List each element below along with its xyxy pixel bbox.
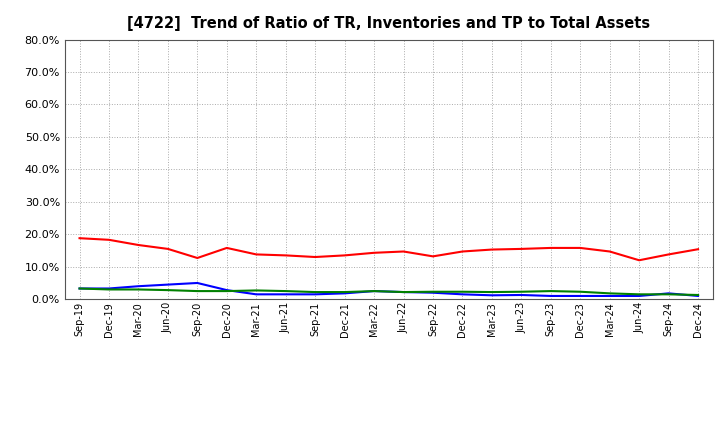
Trade Receivables — [487, 247, 496, 252]
Trade Payables — [635, 292, 644, 297]
Line: Inventories: Inventories — [79, 283, 698, 296]
Trade Receivables — [311, 254, 320, 260]
Inventories — [487, 293, 496, 298]
Trade Payables — [487, 290, 496, 295]
Trade Payables — [665, 292, 673, 297]
Inventories — [606, 293, 614, 299]
Trade Payables — [341, 290, 349, 295]
Trade Payables — [576, 289, 585, 294]
Trade Receivables — [606, 249, 614, 254]
Trade Receivables — [635, 258, 644, 263]
Inventories — [163, 282, 172, 287]
Trade Receivables — [370, 250, 379, 256]
Trade Payables — [163, 287, 172, 293]
Trade Payables — [134, 287, 143, 292]
Inventories — [517, 292, 526, 297]
Inventories — [311, 292, 320, 297]
Inventories — [104, 286, 113, 291]
Trade Payables — [75, 286, 84, 291]
Inventories — [222, 287, 231, 293]
Inventories — [458, 292, 467, 297]
Trade Receivables — [252, 252, 261, 257]
Trade Payables — [694, 292, 703, 297]
Trade Payables — [222, 289, 231, 294]
Line: Trade Payables: Trade Payables — [79, 289, 698, 295]
Trade Receivables — [428, 254, 437, 259]
Inventories — [428, 290, 437, 295]
Inventories — [341, 291, 349, 296]
Trade Payables — [193, 289, 202, 294]
Inventories — [252, 292, 261, 297]
Trade Payables — [517, 289, 526, 294]
Trade Payables — [282, 289, 290, 294]
Trade Receivables — [222, 245, 231, 250]
Inventories — [694, 293, 703, 299]
Trade Receivables — [341, 253, 349, 258]
Line: Trade Receivables: Trade Receivables — [79, 238, 698, 260]
Trade Receivables — [665, 252, 673, 257]
Trade Receivables — [458, 249, 467, 254]
Inventories — [635, 293, 644, 299]
Trade Receivables — [193, 255, 202, 260]
Trade Payables — [104, 287, 113, 292]
Trade Receivables — [134, 242, 143, 248]
Trade Receivables — [163, 246, 172, 252]
Trade Payables — [458, 289, 467, 294]
Trade Receivables — [104, 237, 113, 242]
Trade Payables — [546, 289, 555, 294]
Inventories — [75, 286, 84, 291]
Inventories — [546, 293, 555, 299]
Trade Receivables — [694, 246, 703, 252]
Trade Receivables — [576, 245, 585, 250]
Trade Payables — [606, 291, 614, 296]
Trade Payables — [399, 290, 408, 295]
Inventories — [399, 290, 408, 295]
Inventories — [282, 292, 290, 297]
Trade Receivables — [75, 235, 84, 241]
Inventories — [193, 280, 202, 286]
Trade Receivables — [517, 246, 526, 252]
Trade Payables — [428, 289, 437, 294]
Trade Receivables — [282, 253, 290, 258]
Title: [4722]  Trend of Ratio of TR, Inventories and TP to Total Assets: [4722] Trend of Ratio of TR, Inventories… — [127, 16, 650, 32]
Trade Payables — [252, 288, 261, 293]
Trade Payables — [370, 289, 379, 294]
Trade Payables — [311, 290, 320, 295]
Inventories — [134, 284, 143, 289]
Inventories — [576, 293, 585, 299]
Trade Receivables — [399, 249, 408, 254]
Inventories — [665, 291, 673, 296]
Trade Receivables — [546, 245, 555, 250]
Inventories — [370, 289, 379, 294]
